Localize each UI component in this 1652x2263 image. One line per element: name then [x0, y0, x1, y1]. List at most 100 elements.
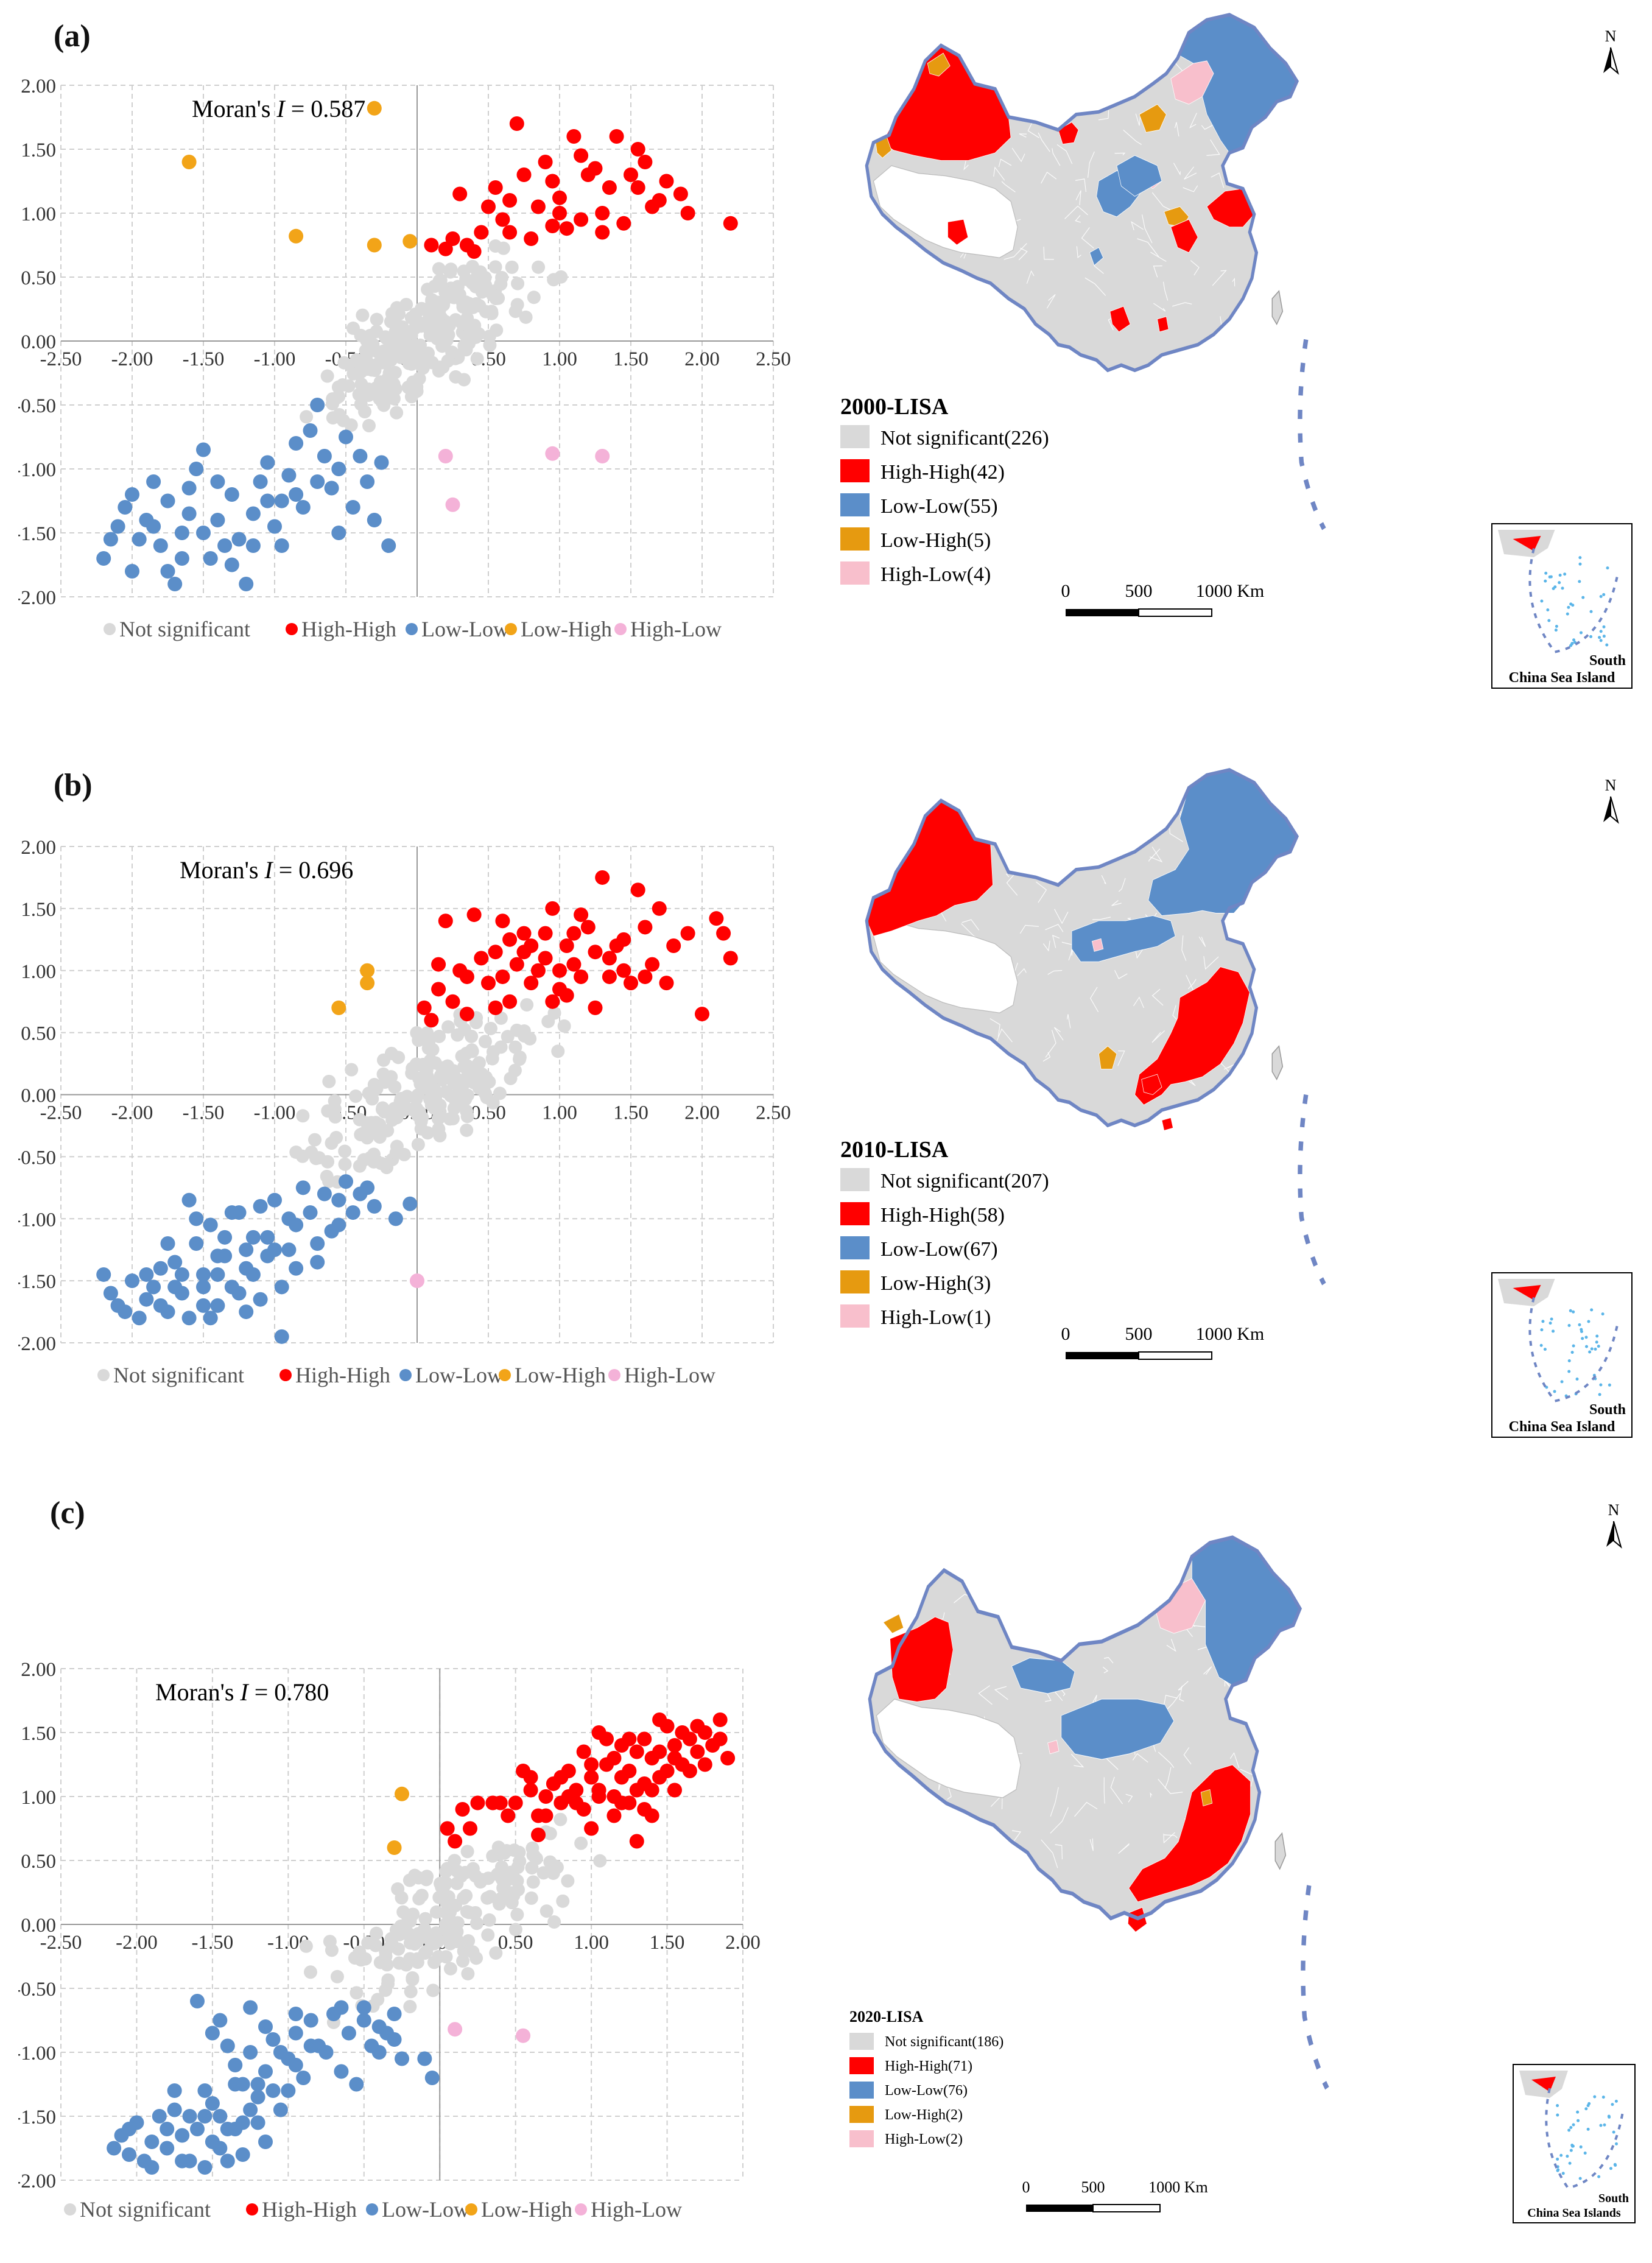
island-dot [1567, 605, 1570, 609]
county-border [1045, 1030, 1056, 1058]
point-not-significant [371, 1993, 385, 2007]
legend-label: High-Low [591, 2197, 682, 2222]
point-not-significant [412, 1105, 426, 1119]
island-dot [1544, 571, 1548, 575]
county-border [1118, 878, 1126, 892]
island-dot [1595, 1340, 1598, 1344]
point-low-low [152, 2109, 167, 2124]
point-not-significant [388, 382, 402, 396]
region-low-high [1200, 1789, 1213, 1807]
island-dot [1552, 1329, 1555, 1333]
point-high-high [545, 174, 560, 189]
county-border [1090, 987, 1099, 1013]
scale-label: 1000 Km [1196, 1324, 1265, 1344]
point-low-low [231, 532, 247, 547]
point-high-high [576, 1744, 591, 1759]
island-dot [1561, 586, 1564, 590]
island-dot [1581, 1337, 1584, 1340]
point-not-significant [431, 295, 445, 309]
panel-label-c: (c) [50, 1496, 85, 1530]
county-border [1118, 1843, 1130, 1854]
county-border [994, 1686, 1008, 1700]
point-high-high [495, 212, 510, 227]
island-dot [1609, 2167, 1612, 2170]
map-legend-label: High-Low(4) [880, 563, 991, 586]
island-dot [1569, 602, 1573, 606]
point-not-significant [404, 1985, 418, 1999]
point-high-high [417, 1000, 432, 1015]
county-border [1158, 1593, 1161, 1603]
x-tick-label: -2.00 [111, 348, 153, 370]
point-low-low [235, 2147, 250, 2162]
point-not-significant [320, 1169, 334, 1183]
point-low-low [139, 1292, 154, 1307]
point-not-significant [403, 1999, 417, 2013]
point-not-significant [384, 1070, 398, 1084]
point-high-high [545, 219, 560, 233]
county-border [1125, 1793, 1133, 1803]
point-low-low [125, 1273, 139, 1289]
island-dot [1612, 2130, 1615, 2134]
point-not-significant [494, 1040, 508, 1054]
county-border [1229, 1752, 1240, 1769]
point-not-significant [472, 327, 486, 341]
point-high-high [602, 180, 617, 195]
scale-bar: 0 500 1000 Km [1061, 1324, 1265, 1360]
point-not-significant [395, 1891, 409, 1905]
point-low-low [110, 519, 125, 534]
point-not-significant [369, 381, 383, 395]
county-border [1089, 1838, 1094, 1851]
point-high-high [723, 216, 738, 231]
point-high-high [470, 1795, 485, 1811]
point-high-high [545, 994, 560, 1009]
map-legend-swatch [849, 2106, 874, 2123]
point-not-significant [336, 414, 350, 428]
point-low-low [160, 2141, 175, 2156]
point-high-high [624, 976, 638, 991]
x-tick-label: 1.50 [613, 1102, 648, 1124]
island-dot [1548, 575, 1552, 579]
island-dot [1540, 1328, 1544, 1332]
point-high-high [667, 1751, 682, 1765]
point-not-significant [441, 1890, 455, 1904]
map-legend-swatch [849, 2057, 874, 2074]
point-high-high [554, 1770, 569, 1785]
point-low-low [281, 468, 297, 483]
point-low-low [250, 2089, 265, 2105]
x-tick-label: -2.50 [40, 348, 82, 370]
point-not-significant [547, 1915, 561, 1929]
point-high-high [644, 1783, 659, 1798]
point-not-significant [420, 1873, 434, 1887]
point-not-significant [357, 1153, 371, 1167]
point-low-low [289, 1261, 304, 1276]
point-not-significant [469, 297, 483, 311]
point-high-high [637, 1731, 652, 1747]
point-low-low [274, 538, 289, 553]
point-not-significant [416, 1057, 430, 1071]
point-not-significant [460, 1104, 474, 1118]
point-not-significant [432, 1122, 446, 1136]
county-border [1117, 1599, 1126, 1623]
y-tick-label: -0.50 [18, 1979, 56, 2001]
point-not-significant [420, 1944, 434, 1959]
point-low-low [243, 2045, 258, 2060]
legend-label: High-High [262, 2197, 357, 2222]
island-dot [1599, 2124, 1603, 2127]
point-not-significant [399, 298, 413, 312]
y-tick-label: 0.00 [21, 331, 56, 353]
island-dot [1584, 2107, 1588, 2111]
point-not-significant [356, 308, 370, 322]
point-high-high [659, 976, 674, 991]
point-low-low [160, 564, 175, 579]
island-dot [1566, 2155, 1569, 2158]
island-dot [1560, 1380, 1564, 1384]
county-border [1026, 270, 1035, 284]
x-tick-label: -1.00 [254, 1102, 296, 1124]
island-dot [1539, 1343, 1543, 1347]
point-not-significant [408, 1937, 422, 1951]
moran-label: Moran's I = 0.696 [180, 856, 353, 884]
island-dot [1558, 581, 1561, 585]
point-not-significant [412, 1033, 426, 1047]
point-not-significant [451, 280, 465, 294]
point-high-high [584, 1821, 599, 1836]
